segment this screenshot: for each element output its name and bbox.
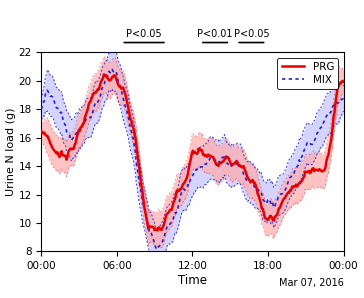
Text: P<0.05: P<0.05 xyxy=(126,29,162,38)
Legend: PRG, MIX: PRG, MIX xyxy=(277,58,339,89)
X-axis label: Time: Time xyxy=(178,274,207,287)
Text: P<0.05: P<0.05 xyxy=(234,29,269,38)
Y-axis label: Urine N load (g): Urine N load (g) xyxy=(5,108,16,196)
Text: Mar 07, 2016: Mar 07, 2016 xyxy=(279,278,344,288)
Text: P<0.01: P<0.01 xyxy=(197,29,233,38)
